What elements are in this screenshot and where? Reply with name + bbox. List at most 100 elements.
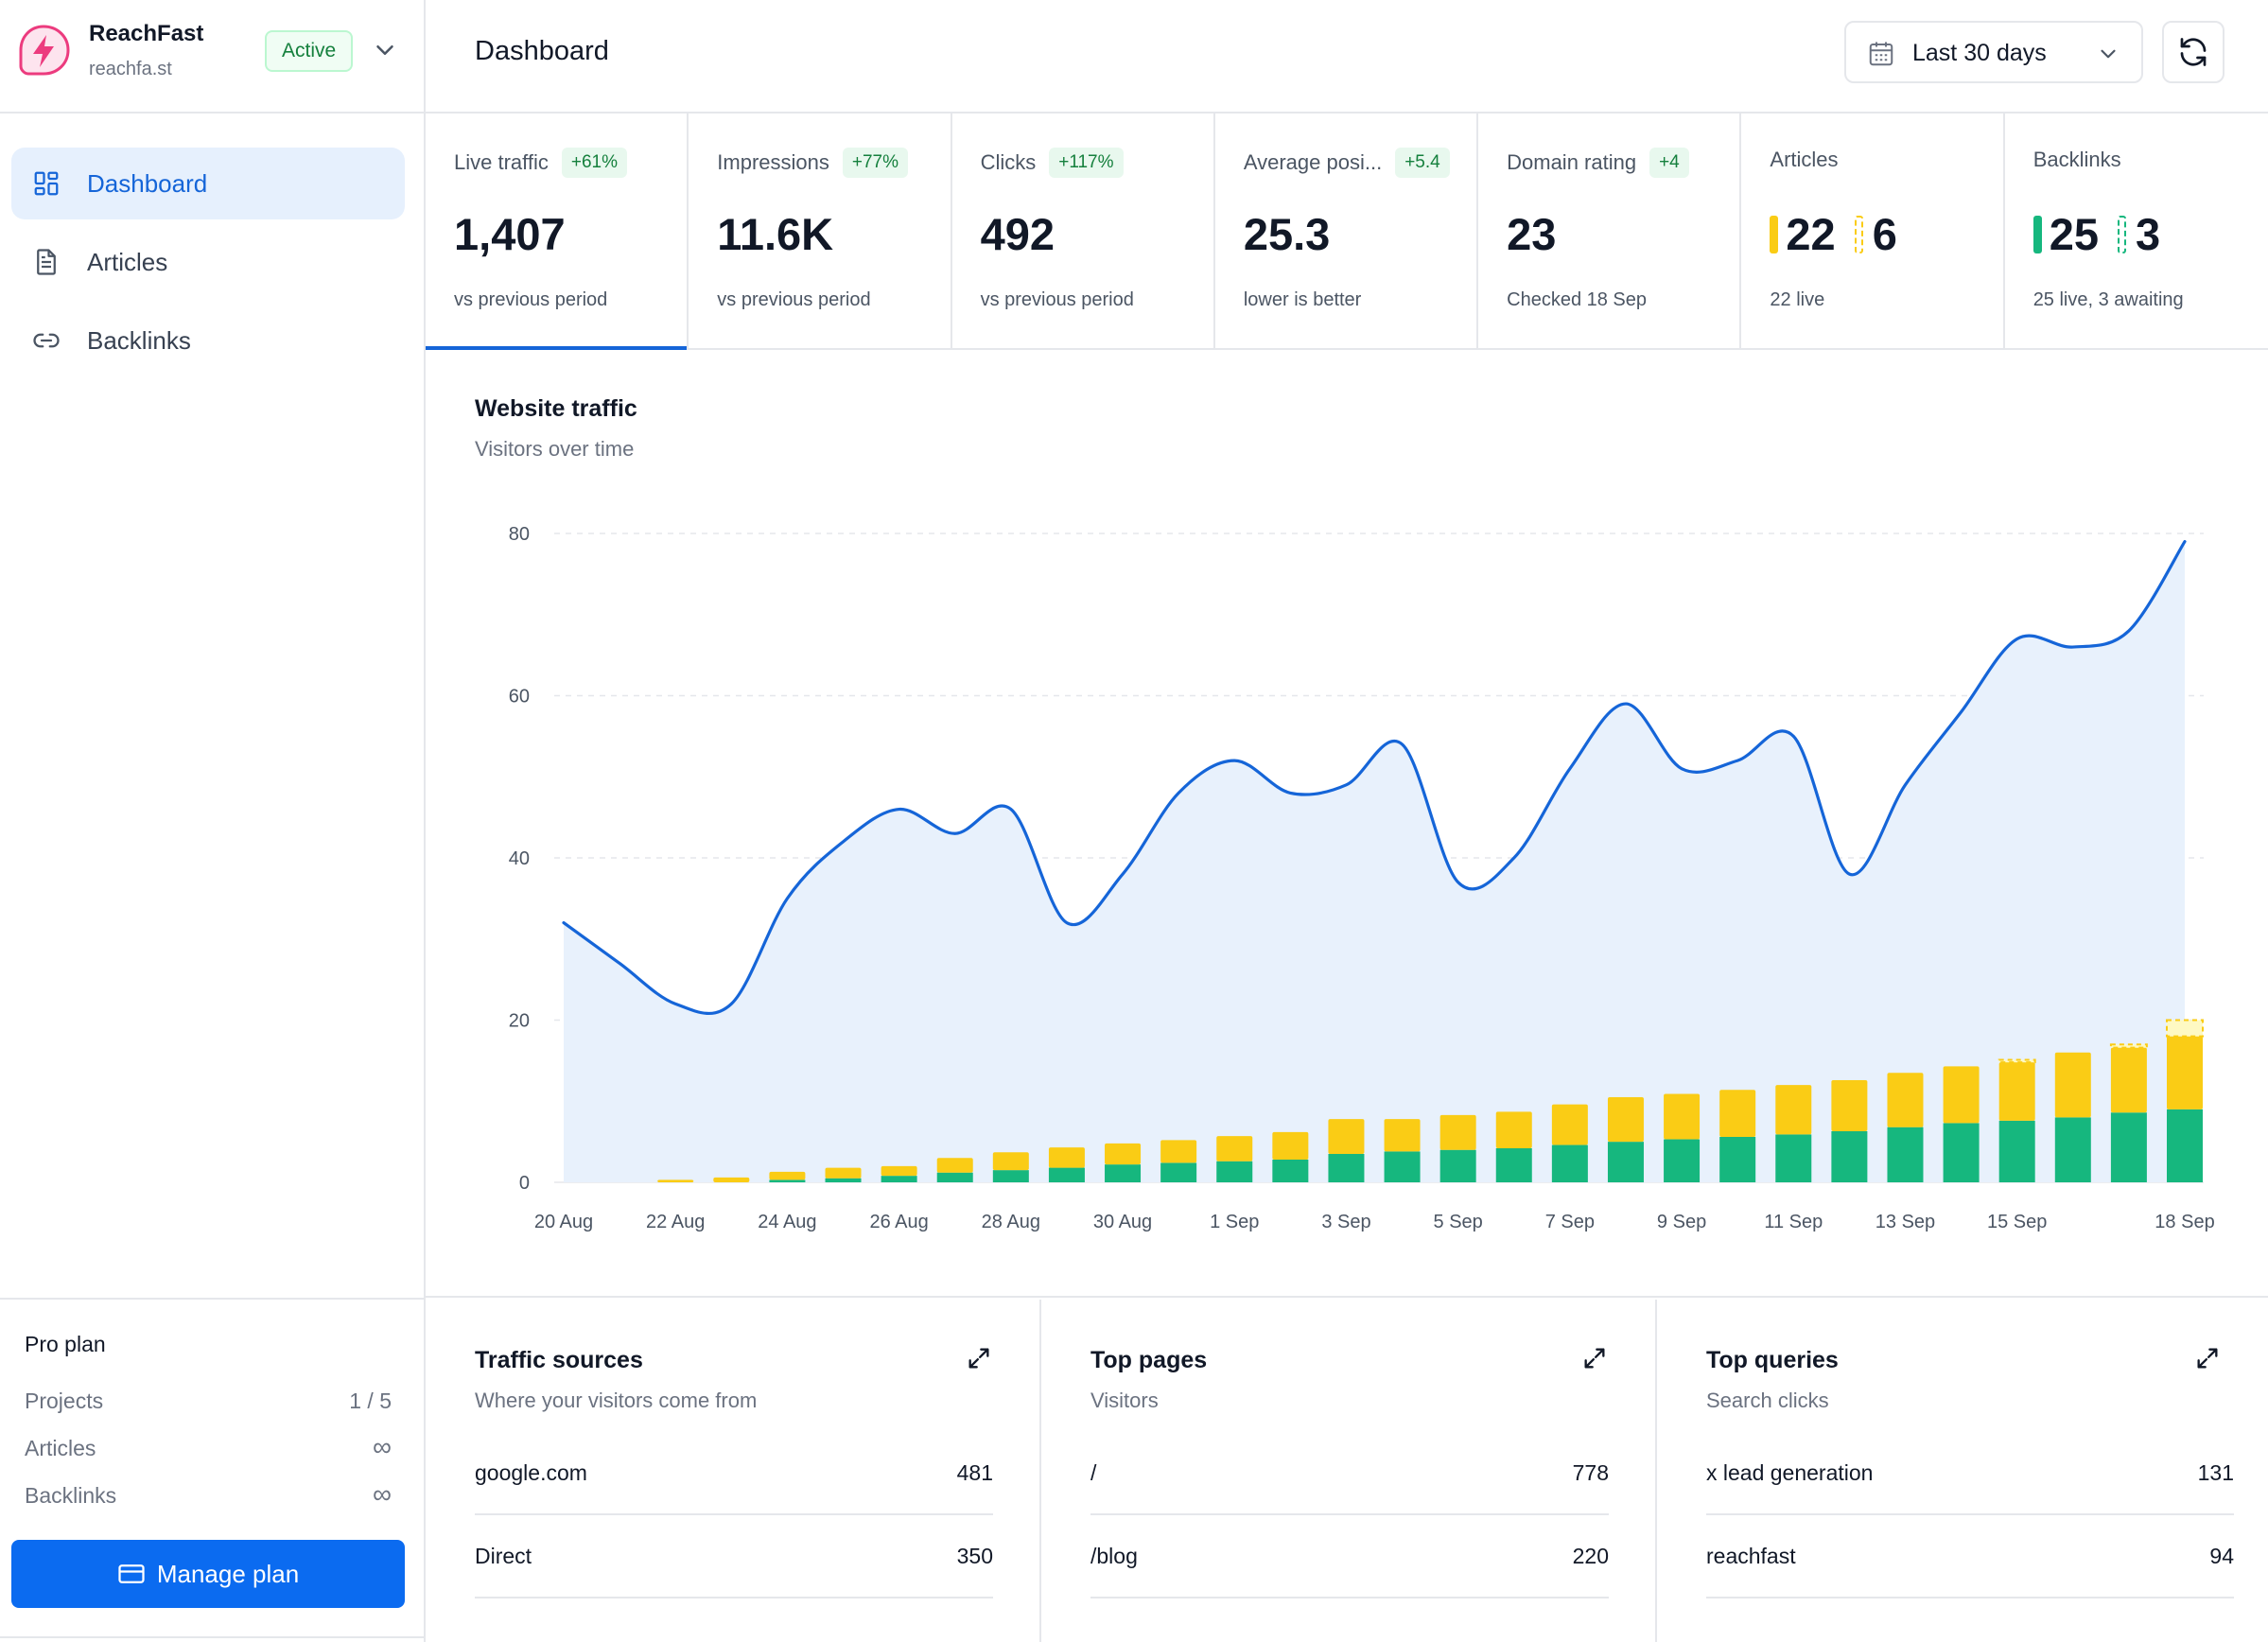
stat-backlinks[interactable]: Backlinks 25 3 25 live, 3 awaiting — [2005, 114, 2268, 348]
x-tick-label: 24 Aug — [758, 1212, 816, 1232]
bar-live — [1495, 1147, 1532, 1182]
bar-article — [825, 1167, 862, 1179]
stat-label: Backlinks — [2032, 148, 2121, 171]
traffic-chart[interactable]: 0 20 40 60 80 20 Aug 22 Aug 24 Aug 26 Aug 28 Aug 3… — [426, 350, 2268, 1298]
stat-clicks[interactable]: Clicks +117% 492 vs previous period — [952, 114, 1215, 348]
stat-value: 1,407 — [454, 209, 566, 259]
top-bar: Dashboard Last 30 days — [426, 0, 2268, 114]
top-queries-card: Top queries Search clicks x lead generat… — [1657, 1300, 2268, 1642]
bar-article — [992, 1152, 1029, 1171]
stat-articles[interactable]: Articles 22 6 22 live — [1741, 114, 2005, 348]
list-item-key: reachfast — [1706, 1544, 1796, 1568]
stat-impressions[interactable]: Impressions +77% 11.6K vs previous period — [689, 114, 952, 348]
refresh-button[interactable] — [2162, 21, 2224, 83]
dashboard-icon — [34, 171, 59, 196]
list-item-key: Direct — [475, 1544, 532, 1568]
list-item-key: google.com — [475, 1460, 587, 1485]
list-item[interactable]: / 778 — [1090, 1432, 1609, 1515]
bar-article — [1495, 1111, 1532, 1148]
sidebar-item-backlinks[interactable]: Backlinks — [11, 305, 405, 376]
stat-caption: vs previous period — [717, 289, 871, 310]
delta-badge: +5.4 — [1395, 148, 1450, 178]
infinity-icon: ∞ — [373, 1479, 392, 1509]
bar-live — [1607, 1142, 1644, 1182]
bar-live — [1216, 1161, 1253, 1182]
x-tick-label: 20 Aug — [534, 1212, 593, 1232]
plan-row-projects: Projects 1 / 5 — [25, 1389, 392, 1417]
stat-domain-rating[interactable]: Domain rating +4 23 Checked 18 Sep — [1478, 114, 1742, 348]
stat-average-position[interactable]: Average posi... +5.4 25.3 lower is better — [1215, 114, 1479, 348]
bar-article — [1384, 1119, 1421, 1152]
expand-icon[interactable] — [2194, 1345, 2221, 1371]
bar-article — [1887, 1073, 1924, 1127]
stat-value: 25 3 — [2032, 208, 2160, 260]
expand-icon[interactable] — [966, 1345, 992, 1371]
top-pages-card: Top pages Visitors / 778 /blog 220 — [1041, 1300, 1657, 1642]
plan-panel: Pro plan Projects 1 / 5 Articles ∞ Backl… — [0, 1298, 424, 1642]
bar-live — [1328, 1153, 1365, 1182]
y-tick-label: 40 — [509, 848, 530, 869]
sidebar-item-label: Dashboard — [87, 168, 208, 198]
bar-article — [2054, 1052, 2091, 1118]
bar-article — [881, 1165, 917, 1177]
y-tick-label: 60 — [509, 687, 530, 707]
bar-article — [1328, 1119, 1365, 1154]
bar-pending — [2166, 1019, 2204, 1038]
bar-live — [825, 1178, 862, 1182]
status-badge: Active — [265, 30, 354, 72]
bar-live — [1105, 1164, 1142, 1182]
x-tick-label: 26 Aug — [869, 1212, 928, 1232]
project-name: ReachFast — [89, 21, 204, 46]
sidebar: ReachFast reachfa.st Active Dashboard Ar… — [0, 0, 426, 1642]
pending-marker — [2117, 215, 2126, 253]
y-tick-label: 80 — [509, 524, 530, 545]
list-item[interactable]: /blog 220 — [1090, 1515, 1609, 1598]
project-switcher[interactable]: ReachFast reachfa.st Active — [0, 0, 424, 114]
y-tick-label: 0 — [519, 1173, 530, 1194]
stat-live-traffic[interactable]: Live traffic +61% 1,407 vs previous perio… — [426, 114, 689, 350]
bar-live — [1439, 1149, 1476, 1182]
bar-article — [1048, 1147, 1085, 1168]
bar-live — [2110, 1112, 2147, 1182]
list-item-key: x lead generation — [1706, 1460, 1874, 1485]
card-list: google.com 481 Direct 350 — [475, 1432, 993, 1598]
list-item-value: 131 — [2197, 1460, 2234, 1485]
infinity-icon: ∞ — [373, 1432, 392, 1461]
refresh-icon — [2180, 38, 2207, 66]
card-list: / 778 /blog 220 — [1090, 1432, 1609, 1598]
bar-live — [769, 1179, 806, 1182]
bar-live — [936, 1172, 973, 1182]
bottom-cards: Traffic sources Where your visitors come… — [426, 1300, 2268, 1642]
card-list: x lead generation 131 reachfast 94 — [1706, 1432, 2234, 1598]
date-range-select[interactable]: Last 30 days — [1844, 21, 2143, 83]
link-icon — [33, 333, 60, 348]
chevron-down-icon[interactable] — [371, 36, 399, 64]
stat-caption: 25 live, 3 awaiting — [2032, 289, 2184, 310]
stat-value: 22 6 — [1770, 208, 1897, 260]
plan-row-label: Projects — [25, 1389, 104, 1413]
list-item[interactable]: google.com 481 — [475, 1432, 993, 1515]
list-item-value: 350 — [956, 1544, 993, 1568]
x-tick-label: 15 Sep — [1987, 1212, 2047, 1232]
bar-live — [881, 1176, 917, 1182]
list-item[interactable]: x lead generation 131 — [1706, 1432, 2234, 1515]
sidebar-nav: Dashboard Articles Backlinks — [11, 148, 405, 383]
bar-article — [1439, 1114, 1476, 1150]
bar-article — [1160, 1140, 1197, 1163]
website-traffic-panel: 0 20 40 60 80 20 Aug 22 Aug 24 Aug 26 Aug 28 Aug 3… — [426, 350, 2268, 1298]
sidebar-item-articles[interactable]: Articles — [11, 226, 405, 298]
expand-icon[interactable] — [1581, 1345, 1608, 1371]
plan-title: Pro plan — [25, 1332, 106, 1356]
traffic-line — [562, 539, 2187, 1015]
list-item[interactable]: Direct 350 — [475, 1515, 993, 1598]
stat-caption: Checked 18 Sep — [1507, 289, 1648, 310]
bar-article — [1664, 1093, 1701, 1140]
stat-label: Average posi... — [1243, 150, 1383, 174]
list-item[interactable]: reachfast 94 — [1706, 1515, 2234, 1598]
card-title: Traffic sources — [475, 1347, 643, 1373]
live-marker — [2032, 215, 2042, 253]
sidebar-item-dashboard[interactable]: Dashboard — [11, 148, 405, 219]
bar-live — [1775, 1134, 1812, 1182]
list-item-value: 778 — [1572, 1460, 1609, 1485]
manage-plan-button[interactable]: Manage plan — [11, 1540, 405, 1608]
